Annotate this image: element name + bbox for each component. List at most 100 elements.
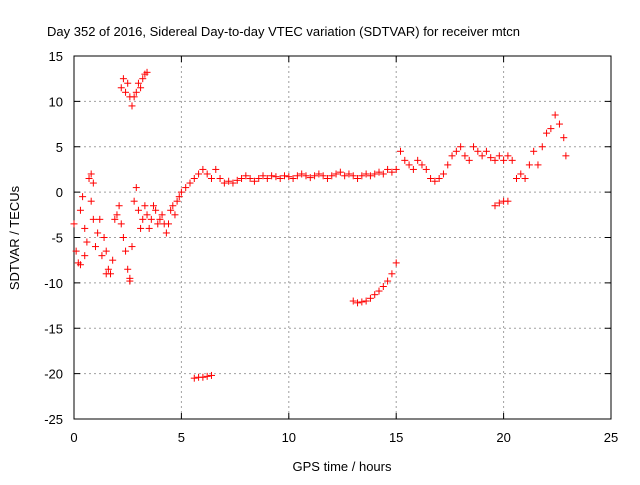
data-point xyxy=(349,172,357,180)
data-point xyxy=(259,172,267,180)
data-point xyxy=(199,373,207,381)
data-point xyxy=(182,184,190,192)
x-tick-label: 0 xyxy=(70,430,77,445)
data-point xyxy=(504,197,512,205)
data-point xyxy=(220,179,228,187)
data-point xyxy=(102,247,110,255)
data-point xyxy=(401,156,409,164)
data-point xyxy=(216,175,224,183)
data-point xyxy=(354,299,362,307)
data-point xyxy=(124,79,132,87)
data-point xyxy=(246,175,254,183)
data-point xyxy=(474,147,482,155)
data-point xyxy=(491,202,499,210)
data-point xyxy=(152,206,160,214)
x-tick-label: 25 xyxy=(604,430,618,445)
data-point xyxy=(156,215,164,223)
data-point xyxy=(113,211,121,219)
data-point xyxy=(130,93,138,101)
data-point xyxy=(482,147,490,155)
data-point xyxy=(134,79,142,87)
data-point xyxy=(311,172,319,180)
data-point xyxy=(285,173,293,181)
data-point xyxy=(137,224,145,232)
data-point xyxy=(225,177,233,185)
data-point xyxy=(139,75,147,83)
data-point xyxy=(128,243,136,251)
data-point xyxy=(418,161,426,169)
data-point xyxy=(414,156,422,164)
data-point xyxy=(293,172,301,180)
data-point xyxy=(461,152,469,160)
data-point xyxy=(521,175,529,183)
data-point xyxy=(560,134,568,142)
data-point xyxy=(298,170,306,178)
data-point xyxy=(405,161,413,169)
data-point xyxy=(89,215,97,223)
x-tick-label: 10 xyxy=(282,430,296,445)
data-point xyxy=(175,193,183,201)
data-point xyxy=(555,120,563,128)
data-point xyxy=(306,174,314,182)
data-point xyxy=(76,261,84,269)
data-point xyxy=(72,247,80,255)
data-point xyxy=(100,234,108,241)
data-point xyxy=(396,147,404,155)
x-axis-label: GPS time / hours xyxy=(293,459,392,474)
data-point xyxy=(143,211,151,219)
data-point xyxy=(98,252,106,260)
data-point xyxy=(89,179,97,187)
data-point xyxy=(323,175,331,183)
data-point xyxy=(117,84,125,92)
data-point xyxy=(388,270,396,278)
data-point xyxy=(76,206,84,214)
data-point xyxy=(409,165,417,173)
data-point xyxy=(186,179,194,187)
data-point xyxy=(242,172,250,180)
data-point xyxy=(427,175,435,183)
data-point xyxy=(117,220,125,228)
data-point xyxy=(349,297,357,305)
data-point xyxy=(332,170,340,178)
data-point xyxy=(207,175,215,183)
data-point xyxy=(83,238,91,246)
data-point xyxy=(147,215,155,223)
data-point xyxy=(562,152,570,160)
data-point xyxy=(551,111,559,119)
data-point xyxy=(354,175,362,183)
data-point xyxy=(115,202,123,210)
data-point xyxy=(124,265,132,273)
data-point xyxy=(276,175,284,183)
data-point xyxy=(547,125,555,133)
x-tick-label: 20 xyxy=(496,430,510,445)
data-point xyxy=(358,298,366,306)
data-point xyxy=(375,168,383,176)
data-point xyxy=(495,199,503,207)
data-point xyxy=(508,156,516,164)
y-tick-label: 5 xyxy=(56,140,63,155)
data-point xyxy=(122,247,130,255)
data-point xyxy=(530,147,538,155)
data-point xyxy=(465,156,473,164)
grid-layer xyxy=(74,56,611,419)
data-point xyxy=(130,197,138,205)
data-point xyxy=(81,252,89,260)
y-tick-label: 10 xyxy=(49,94,63,109)
data-point xyxy=(111,215,119,223)
data-point xyxy=(126,277,134,285)
tick-layer: 0 5 10 15 20 25 -25 -20 -15 -10 -5 0 5 10 15 xyxy=(44,49,618,445)
data-point xyxy=(255,175,263,183)
data-point xyxy=(162,229,170,237)
data-point xyxy=(233,176,241,184)
data-point xyxy=(190,374,198,382)
data-point xyxy=(169,202,177,210)
data-point xyxy=(538,143,546,151)
data-point xyxy=(122,88,130,96)
data-point xyxy=(195,170,203,178)
data-point xyxy=(87,170,95,178)
data-point xyxy=(102,270,110,278)
data-point xyxy=(91,243,99,251)
data-point xyxy=(495,152,503,160)
data-point xyxy=(525,161,533,169)
data-point xyxy=(384,277,392,285)
